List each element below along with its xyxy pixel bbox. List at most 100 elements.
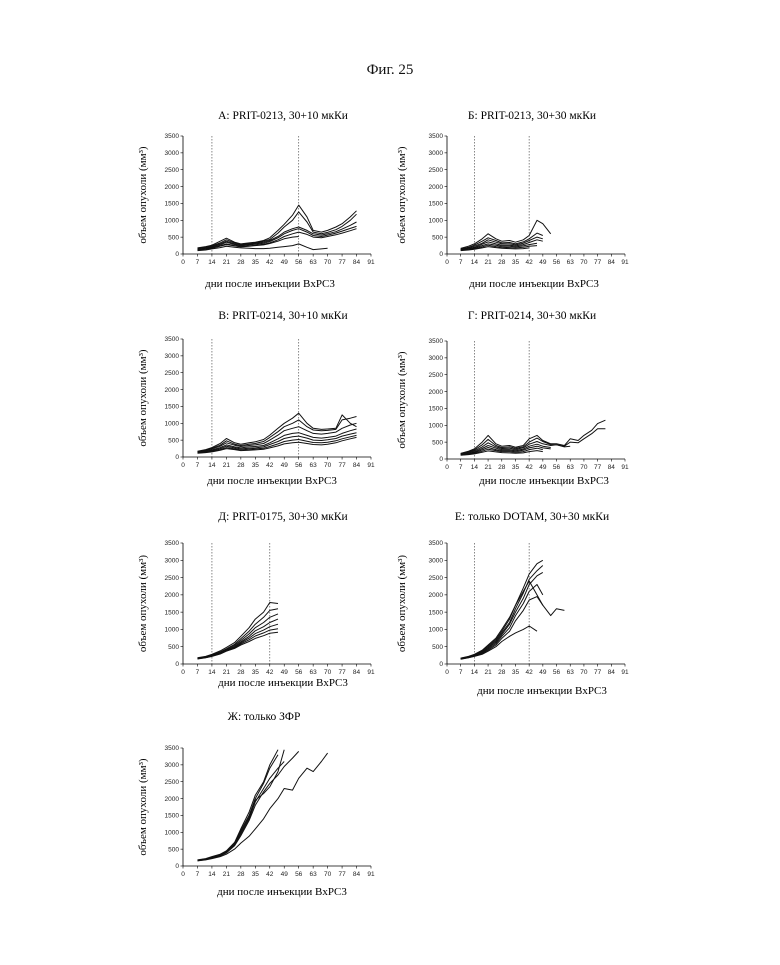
- x-tick-label: 0: [181, 669, 185, 676]
- y-tick-label: 1000: [429, 217, 444, 224]
- x-axis-label: дни после инъекции BxPC3: [205, 278, 335, 290]
- series-line: [461, 585, 543, 659]
- y-tick-label: 1000: [429, 627, 444, 634]
- y-tick-label: 500: [168, 234, 179, 241]
- x-tick-label: 35: [252, 669, 260, 676]
- x-tick-label: 35: [512, 669, 520, 676]
- x-tick-label: 42: [526, 464, 534, 471]
- y-tick-label: 500: [432, 439, 443, 446]
- x-tick-label: 56: [553, 669, 561, 676]
- x-tick-label: 21: [484, 669, 492, 676]
- y-tick-label: 0: [439, 251, 443, 258]
- chart-panel-6: Е: только DOTAM, 30+30 мкКи0500100015002…: [396, 511, 629, 697]
- y-tick-label: 1000: [165, 627, 180, 634]
- chart-panel-3: В: PRIT-0214, 30+10 мкКи0500100015002000…: [137, 310, 375, 487]
- x-axis-label: дни после инъекции BxPC3: [477, 685, 607, 697]
- x-tick-label: 49: [281, 669, 289, 676]
- y-tick-label: 0: [175, 863, 179, 870]
- series-line: [461, 597, 543, 659]
- y-tick-label: 1000: [429, 422, 444, 429]
- y-tick-label: 2500: [165, 779, 180, 786]
- x-tick-label: 14: [471, 669, 479, 676]
- x-tick-label: 84: [353, 669, 361, 676]
- x-tick-label: 14: [208, 669, 216, 676]
- x-tick-label: 28: [498, 259, 506, 266]
- y-tick-label: 3500: [429, 133, 444, 140]
- series-line: [461, 566, 543, 659]
- y-tick-label: 1500: [429, 609, 444, 616]
- series-line: [461, 626, 537, 659]
- x-tick-label: 21: [223, 259, 231, 266]
- y-axis-label: объем опухоли (мм³): [396, 555, 408, 652]
- x-tick-label: 63: [310, 871, 318, 878]
- y-tick-label: 3000: [429, 355, 444, 362]
- x-tick-label: 7: [459, 464, 463, 471]
- y-tick-label: 2000: [165, 184, 180, 191]
- chart-title: Д: PRIT-0175, 30+30 мкКи: [218, 511, 347, 523]
- x-tick-label: 63: [310, 669, 318, 676]
- y-tick-label: 500: [432, 234, 443, 241]
- y-tick-label: 1500: [429, 406, 444, 413]
- y-tick-label: 500: [168, 437, 179, 444]
- y-tick-label: 1500: [429, 201, 444, 208]
- x-tick-label: 91: [367, 259, 375, 266]
- x-tick-label: 42: [526, 669, 534, 676]
- x-tick-label: 0: [445, 464, 449, 471]
- x-tick-label: 21: [484, 464, 492, 471]
- x-tick-label: 56: [295, 462, 303, 469]
- x-tick-label: 14: [208, 259, 216, 266]
- x-tick-label: 21: [484, 259, 492, 266]
- y-tick-label: 3000: [429, 557, 444, 564]
- x-tick-label: 63: [567, 259, 575, 266]
- x-tick-label: 91: [621, 464, 629, 471]
- series-line: [198, 755, 279, 861]
- y-tick-label: 1000: [165, 217, 180, 224]
- series-line: [461, 572, 543, 658]
- y-axis-label: объем опухоли (мм³): [137, 349, 149, 446]
- chart-title: Ж: только ЗФР: [228, 711, 301, 723]
- series-line: [198, 750, 279, 860]
- chart-title: Е: только DOTAM, 30+30 мкКи: [455, 511, 609, 523]
- x-tick-label: 7: [459, 669, 463, 676]
- x-tick-label: 7: [196, 259, 200, 266]
- y-tick-label: 3000: [165, 762, 180, 769]
- y-tick-label: 1500: [165, 813, 180, 820]
- chart-title: В: PRIT-0214, 30+10 мкКи: [218, 310, 347, 322]
- y-tick-label: 0: [439, 661, 443, 668]
- y-tick-label: 1500: [165, 609, 180, 616]
- y-tick-label: 2500: [429, 575, 444, 582]
- x-tick-label: 84: [353, 259, 361, 266]
- y-tick-label: 0: [175, 661, 179, 668]
- y-tick-label: 2500: [165, 167, 180, 174]
- y-tick-label: 2000: [429, 592, 444, 599]
- x-tick-label: 49: [539, 669, 547, 676]
- chart-panel-5: Д: PRIT-0175, 30+30 мкКи0500100015002000…: [137, 511, 375, 689]
- x-axis-label: дни после инъекции BxPC3: [469, 278, 599, 290]
- x-tick-label: 77: [594, 669, 602, 676]
- y-tick-label: 2500: [165, 575, 180, 582]
- x-tick-label: 7: [196, 462, 200, 469]
- y-tick-label: 3500: [165, 540, 180, 547]
- x-tick-label: 77: [338, 871, 346, 878]
- y-tick-label: 3000: [165, 150, 180, 157]
- x-tick-label: 7: [196, 669, 200, 676]
- x-tick-label: 70: [580, 669, 588, 676]
- y-tick-label: 1500: [165, 201, 180, 208]
- x-tick-label: 63: [567, 464, 575, 471]
- x-axis-label: дни после инъекции BxPC3: [217, 886, 347, 898]
- chart-panel-4: Г: PRIT-0214, 30+30 мкКи0500100015002000…: [396, 310, 629, 487]
- x-tick-label: 42: [266, 669, 274, 676]
- x-tick-label: 28: [498, 464, 506, 471]
- x-tick-label: 77: [594, 259, 602, 266]
- y-tick-label: 2500: [429, 372, 444, 379]
- y-tick-label: 1500: [165, 404, 180, 411]
- x-tick-label: 77: [594, 464, 602, 471]
- x-tick-label: 91: [367, 871, 375, 878]
- y-tick-label: 2500: [165, 370, 180, 377]
- y-tick-label: 3500: [165, 336, 180, 343]
- x-tick-label: 70: [324, 259, 332, 266]
- y-tick-label: 3000: [165, 353, 180, 360]
- chart-panel-1: А: PRIT-0213, 30+10 мкКи0500100015002000…: [137, 110, 375, 290]
- x-tick-label: 7: [459, 259, 463, 266]
- y-axis-label: объем опухоли (мм³): [396, 351, 408, 448]
